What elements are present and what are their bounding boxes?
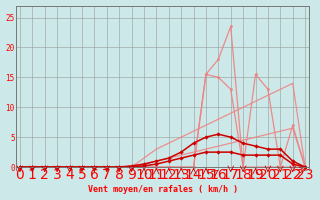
X-axis label: Vent moyen/en rafales ( km/h ): Vent moyen/en rafales ( km/h )	[88, 185, 237, 194]
